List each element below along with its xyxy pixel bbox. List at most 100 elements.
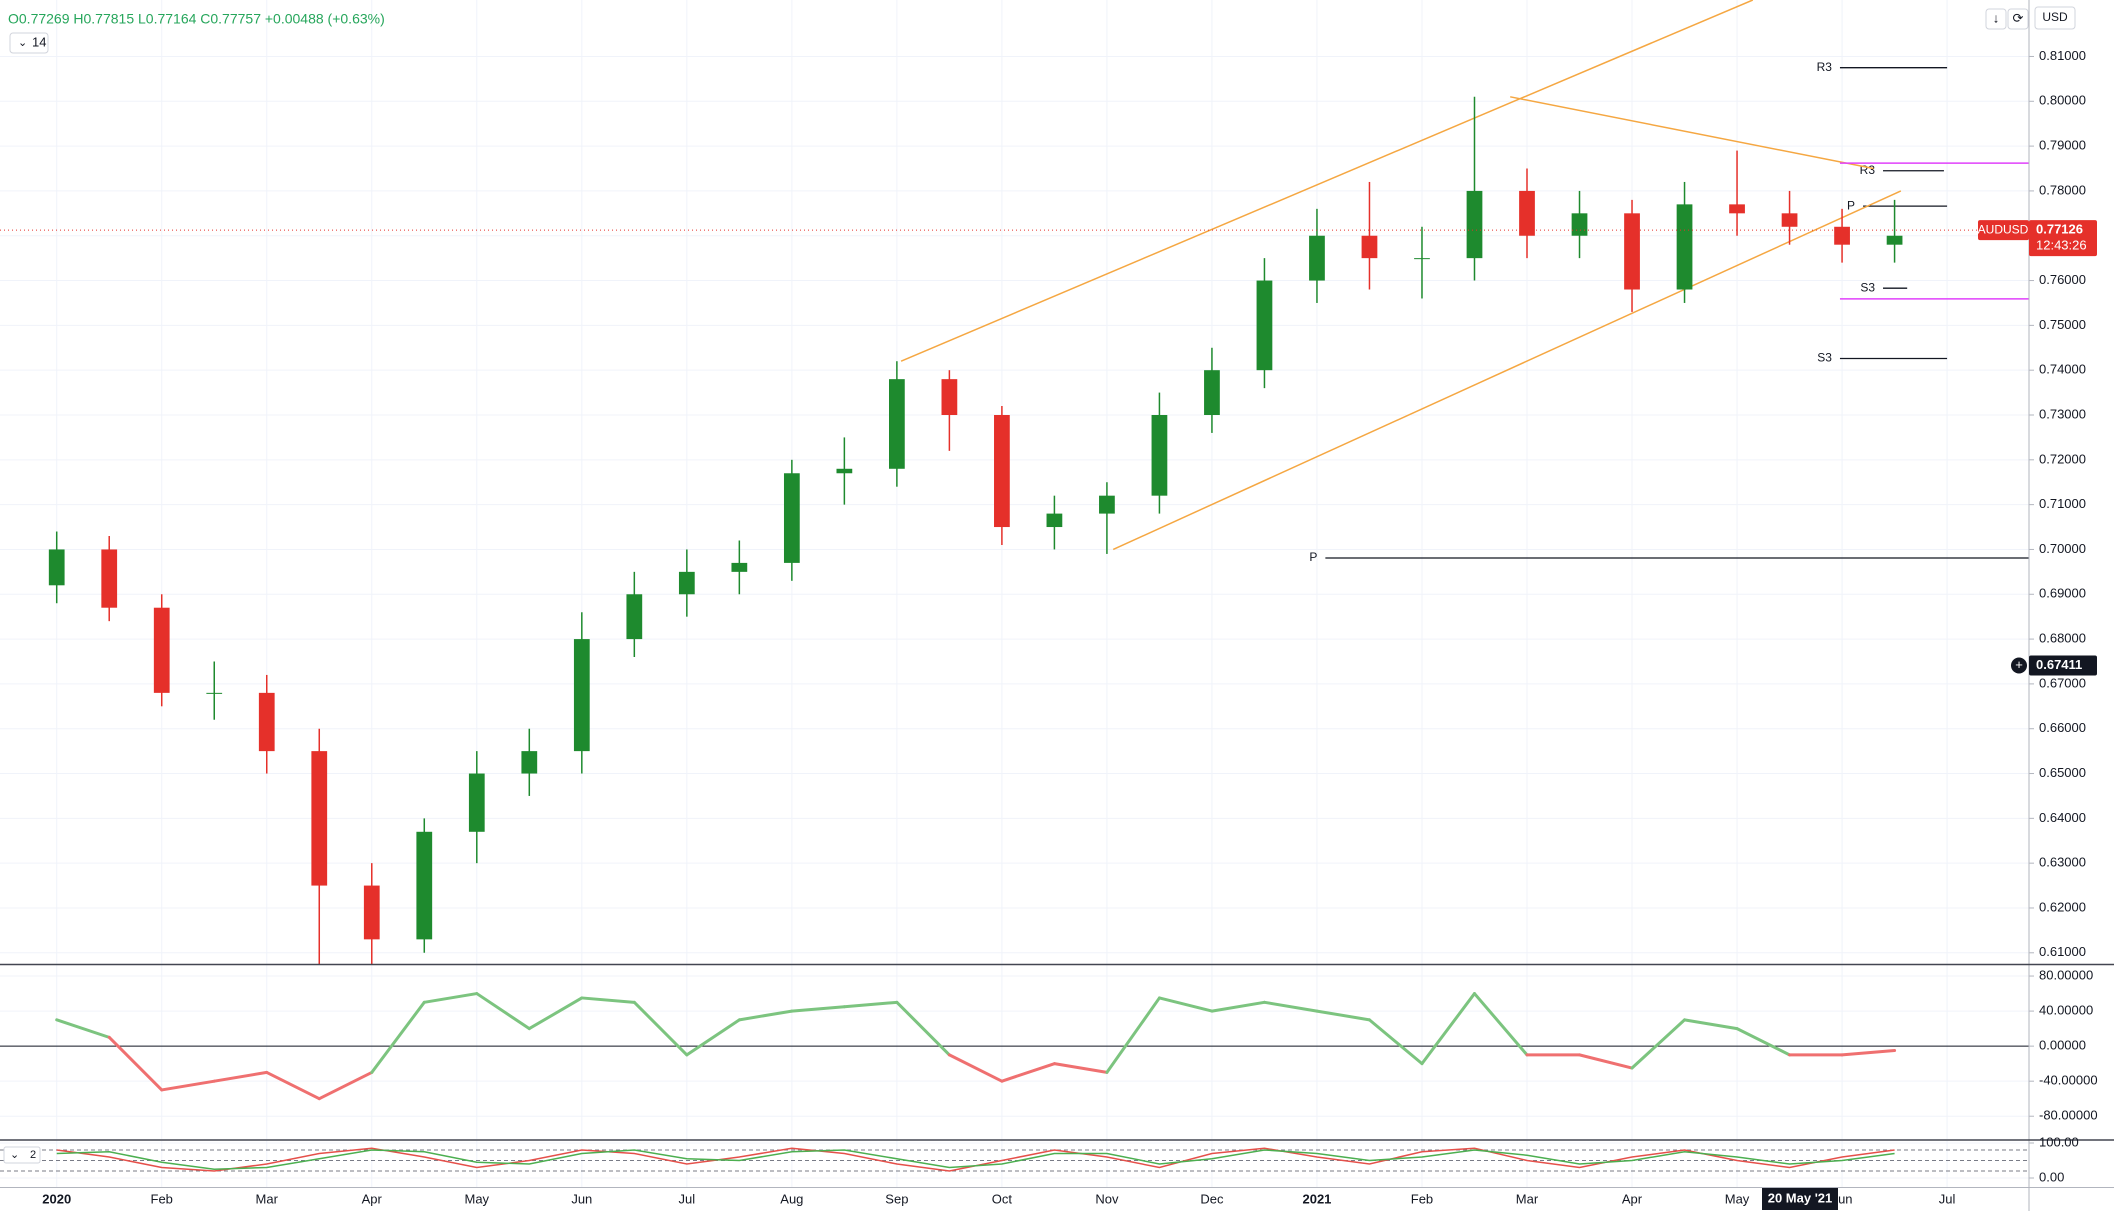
y-tick-label: 0.62000 xyxy=(2039,899,2086,914)
y-tick-label: 0.75000 xyxy=(2039,317,2086,332)
x-tick-label: 2020 xyxy=(42,1191,71,1206)
stoch-line xyxy=(56,1149,1895,1171)
osc-segment xyxy=(527,996,584,1031)
trendline xyxy=(900,0,1754,362)
reset-icon: ⟳ xyxy=(2013,10,2024,25)
crosshair-date-tag xyxy=(1762,1188,1838,1210)
pivot-label: P xyxy=(1847,198,1855,212)
indicator-toggle[interactable] xyxy=(9,32,49,54)
osc-segment xyxy=(317,1070,374,1101)
osc-segment xyxy=(1262,1000,1319,1013)
scroll-button[interactable] xyxy=(1985,8,2007,30)
osc-legend-box[interactable] xyxy=(3,1146,41,1164)
y-tick-label: 0.79000 xyxy=(2039,138,2086,153)
plus-icon: + xyxy=(2015,657,2023,672)
candle-body xyxy=(521,751,538,774)
candle-body xyxy=(783,473,800,563)
x-tick-label: Oct xyxy=(992,1191,1013,1206)
y-tick-label: 0.74000 xyxy=(2039,362,2086,377)
osc-segment xyxy=(947,1053,1004,1083)
y-tick-label: 0.80000 xyxy=(2039,93,2086,108)
reset-button[interactable] xyxy=(2007,8,2029,30)
y-tick-label: -80.00000 xyxy=(2039,1108,2098,1123)
y-tick-label: 0.66000 xyxy=(2039,720,2086,735)
candle-body xyxy=(1309,235,1325,281)
osc-segment xyxy=(55,1018,111,1039)
osc-segment xyxy=(422,992,479,1004)
y-tick-label: 0.72000 xyxy=(2039,451,2086,466)
x-tick-label: Nov xyxy=(1095,1191,1119,1206)
osc-segment xyxy=(1315,1009,1371,1022)
oscillator-pane xyxy=(0,965,2029,1139)
x-tick-label: Jun xyxy=(571,1191,592,1206)
candle-body xyxy=(1676,204,1693,290)
crosshair-date: 20 May '21 xyxy=(1768,1190,1833,1205)
x-tick-label: Jul xyxy=(679,1191,696,1206)
osc-segment xyxy=(842,1000,899,1009)
y-tick-label: 80.00000 xyxy=(2039,967,2093,982)
osc-segment xyxy=(1578,1053,1634,1070)
osc-segment xyxy=(1630,1018,1687,1070)
chevron: ⌄ xyxy=(10,1149,19,1161)
osc-segment xyxy=(1157,996,1214,1013)
candle-body xyxy=(678,571,695,595)
candle-body xyxy=(416,831,433,940)
y-tick-label: 0.78000 xyxy=(2039,182,2086,197)
osc-segment xyxy=(160,1079,216,1092)
osc-segment xyxy=(1472,992,1529,1057)
candle-body xyxy=(311,751,328,886)
candle-body xyxy=(573,639,590,752)
y-tick-label: 0.70000 xyxy=(2039,541,2086,556)
osc-segment xyxy=(212,1070,269,1083)
x-tick-label: 2021 xyxy=(1302,1191,1331,1206)
osc-segment xyxy=(1000,1062,1056,1083)
y-tick-label: 40.00000 xyxy=(2039,1003,2093,1018)
y-tick-label: 0.61000 xyxy=(2039,944,2086,959)
x-tick-label: Sep xyxy=(885,1191,908,1206)
osc-segment xyxy=(580,996,636,1004)
symbol-tag xyxy=(1978,220,2029,241)
candle-body xyxy=(1414,258,1430,260)
osc-label: 2 xyxy=(30,1149,36,1161)
osc-segment xyxy=(1420,992,1476,1066)
x-tick-label: Apr xyxy=(362,1191,383,1206)
y-tick-label: 0.63000 xyxy=(2039,855,2086,870)
osc-segment xyxy=(685,1018,741,1057)
candle-body xyxy=(1204,370,1220,415)
candle-body xyxy=(889,379,905,469)
candle-body xyxy=(1099,495,1115,514)
trendline xyxy=(1112,190,1902,551)
pivot-label: R3 xyxy=(1860,163,1876,177)
pivot-label: S3 xyxy=(1817,351,1832,365)
osc-segment xyxy=(107,1035,164,1092)
candle-body xyxy=(626,594,643,640)
chevron: ⌄ xyxy=(18,37,27,49)
y-tick-label: 0.68000 xyxy=(2039,631,2086,646)
y-tick-label: 100.00 xyxy=(2039,1134,2079,1149)
x-tick-label: May xyxy=(465,1191,490,1206)
candle-body xyxy=(468,773,485,832)
y-tick-label: 0.00000 xyxy=(2039,1038,2086,1053)
osc-segment xyxy=(632,1000,689,1057)
candle-body xyxy=(1256,280,1273,371)
candle-body xyxy=(1466,190,1483,259)
currency-button[interactable] xyxy=(2034,6,2076,30)
trendline xyxy=(1510,96,1874,170)
candle-body xyxy=(836,468,853,474)
candle-body xyxy=(1781,213,1798,227)
osc-segment xyxy=(1052,1062,1109,1074)
candle-body xyxy=(1151,414,1168,496)
currency: USD xyxy=(2042,10,2068,24)
last-price-label: 0.77126 xyxy=(2036,222,2083,237)
candle-body xyxy=(48,549,65,586)
osc-segment xyxy=(737,1009,794,1022)
y-tick-label: 0.67000 xyxy=(2039,675,2086,690)
candle-body xyxy=(1046,513,1063,528)
scroll-icon: ↓ xyxy=(1993,10,2000,25)
pivot-label: S3 xyxy=(1860,280,1875,294)
osc-segment xyxy=(1105,996,1161,1074)
y-tick-label: 0.65000 xyxy=(2039,765,2086,780)
osc-segment xyxy=(370,1000,426,1074)
y-tick-label: 0.71000 xyxy=(2039,496,2086,511)
candle-body xyxy=(1571,213,1588,236)
